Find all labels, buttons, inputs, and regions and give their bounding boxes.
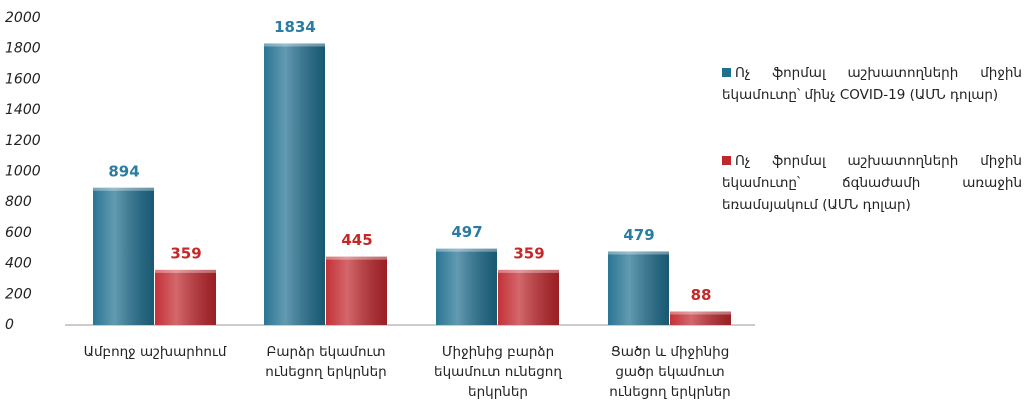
data-label: 1834 bbox=[274, 18, 316, 36]
y-tick-label: 800 bbox=[5, 194, 32, 210]
legend-label: Ոչ ֆորմալ աշխատողների միջին եկամուտը՝ մի… bbox=[722, 65, 1022, 103]
y-tick-label: 1600 bbox=[5, 71, 41, 87]
bar-top bbox=[326, 256, 387, 260]
data-label: 497 bbox=[451, 223, 482, 241]
bar-shade bbox=[436, 248, 497, 325]
bar-top bbox=[498, 269, 559, 273]
x-tick-label: Միջինից բարձր եկամուտ ունեցող երկրներ bbox=[434, 344, 562, 400]
bar-shade bbox=[498, 269, 559, 325]
data-label: 479 bbox=[623, 226, 654, 244]
bar-top bbox=[93, 187, 154, 191]
x-tick-label: Ցածր և միջինից ցածր եկամուտ ունեցող երկր… bbox=[609, 344, 731, 400]
y-tick-label: 1200 bbox=[5, 133, 41, 149]
bar-top bbox=[608, 251, 669, 255]
bar-shade bbox=[608, 251, 669, 325]
bar-top bbox=[155, 269, 216, 273]
legend-item: Ոչ ֆորմալ աշխատողների միջին եկամուտը՝ ճգ… bbox=[722, 150, 1022, 216]
y-tick-label: 1800 bbox=[5, 41, 41, 57]
data-label: 894 bbox=[108, 162, 139, 180]
data-label: 359 bbox=[513, 244, 544, 262]
bar-shade bbox=[670, 311, 731, 325]
x-tick-label: Ամբողջ աշխարհում bbox=[83, 344, 227, 360]
y-tick-label: 2000 bbox=[5, 10, 41, 26]
x-tick-label: Բարձր եկամուտ ունեցող երկրներ bbox=[265, 344, 387, 380]
bar-top bbox=[670, 311, 731, 315]
bar-top bbox=[264, 43, 325, 47]
bar-top bbox=[436, 248, 497, 252]
legend-swatch bbox=[722, 68, 731, 77]
data-label: 88 bbox=[691, 286, 712, 304]
legend-swatch bbox=[722, 156, 731, 165]
y-tick-label: 0 bbox=[5, 317, 14, 333]
legend-label: Ոչ ֆորմալ աշխատողների միջին եկամուտը՝ ճգ… bbox=[722, 153, 1022, 213]
y-tick-label: 400 bbox=[5, 256, 32, 272]
data-label: 445 bbox=[341, 231, 372, 249]
bar-shade bbox=[93, 187, 154, 325]
bar-shade bbox=[264, 43, 325, 326]
y-tick-label: 200 bbox=[5, 286, 32, 302]
y-tick-label: 600 bbox=[5, 225, 32, 241]
bar-shade bbox=[155, 269, 216, 325]
y-tick-label: 1400 bbox=[5, 102, 41, 118]
y-tick-label: 1000 bbox=[5, 164, 41, 180]
legend-item: Ոչ ֆորմալ աշխատողների միջին եկամուտը՝ մի… bbox=[722, 62, 1022, 106]
bar-shade bbox=[326, 256, 387, 325]
data-label: 359 bbox=[170, 244, 201, 262]
